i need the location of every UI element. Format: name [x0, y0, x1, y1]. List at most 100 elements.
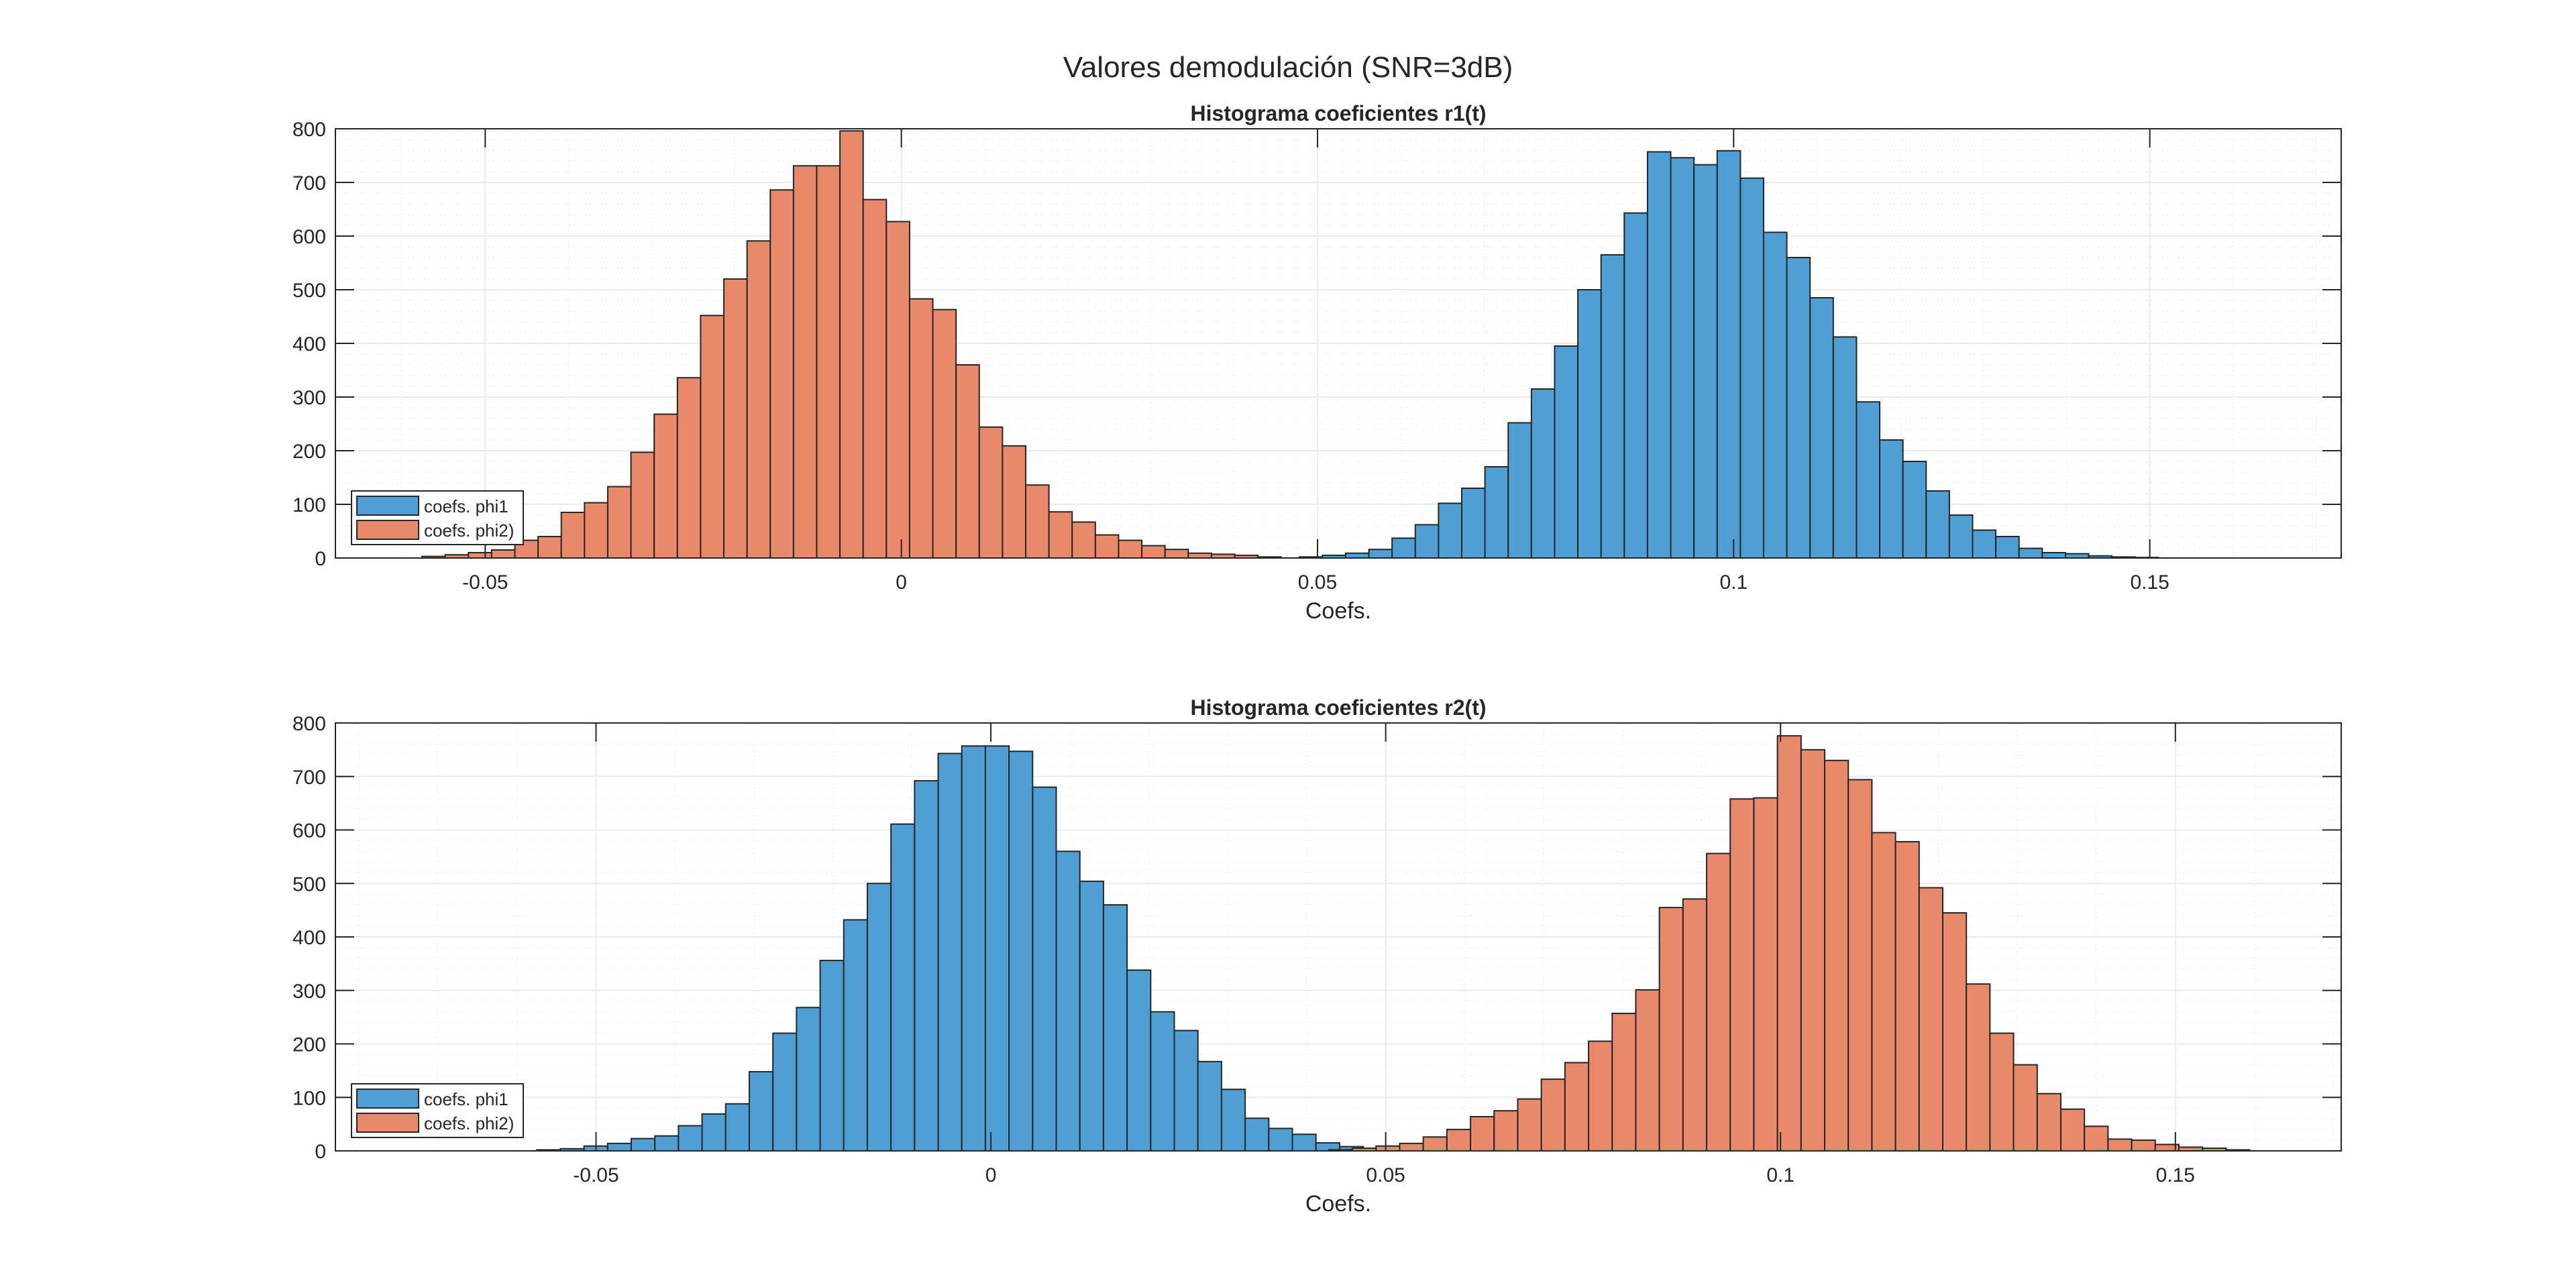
histogram-bar: [606, 486, 632, 559]
histogram-bar: [1375, 1145, 1401, 1152]
histogram-bar: [1564, 1062, 1590, 1152]
histogram-bar: [1809, 297, 1834, 559]
histogram-bar: [1164, 549, 1189, 559]
histogram-bar: [1530, 388, 1556, 559]
histogram-bar: [1600, 254, 1625, 559]
histogram-bar: [2107, 1138, 2133, 1152]
histogram-bar: [537, 536, 562, 559]
histogram-bar: [1344, 552, 1370, 559]
histogram-bar: [769, 189, 794, 559]
histogram-bar: [961, 745, 986, 1152]
x-tick-label: 0: [985, 1164, 997, 1186]
legend-label: coefs. phi2): [424, 1113, 514, 1133]
histogram-bar: [1399, 1142, 1424, 1152]
histogram-bar: [1470, 1115, 1495, 1152]
histogram-bar: [1008, 750, 1034, 1152]
histogram-bar: [1739, 177, 1764, 559]
legend-swatch: [356, 1089, 419, 1109]
histogram-bar: [1658, 907, 1684, 1152]
x-tick-label: 0.05: [1366, 1164, 1405, 1186]
y-tick-label: 600: [292, 820, 326, 842]
histogram-bar: [792, 165, 818, 559]
histogram-bar: [1918, 887, 1944, 1152]
histogram-bar: [701, 1113, 727, 1152]
histogram-bar: [1002, 445, 1027, 559]
histogram-bar: [653, 413, 678, 559]
x-axis-label: Coefs.: [1305, 1191, 1371, 1217]
histogram-bar: [1871, 832, 1896, 1152]
y-tick-label: 500: [292, 873, 326, 895]
histogram-bar: [1693, 164, 1718, 559]
histogram-bar: [746, 240, 771, 559]
figure-title: Valores demodulación (SNR=3dB): [1063, 51, 1513, 84]
x-tick-label: 0: [896, 571, 907, 594]
histogram-bar: [1800, 748, 1826, 1152]
histogram-bar: [1554, 345, 1579, 559]
histogram-bar: [908, 298, 934, 559]
histogram-bar: [1507, 422, 1532, 559]
y-tick-label: 200: [292, 1034, 326, 1056]
histogram-bar: [890, 823, 916, 1152]
histogram-bar: [2036, 1093, 2061, 1152]
histogram-bar: [1635, 989, 1660, 1152]
x-tick-label: 0.05: [1298, 571, 1337, 594]
chart-title: Histograma coeficientes r2(t): [1190, 695, 1486, 720]
y-tick-label: 300: [292, 981, 326, 1003]
histogram-bar: [1856, 401, 1881, 559]
histogram-bar: [1268, 1127, 1293, 1152]
legend-label: coefs. phi1: [424, 1089, 508, 1109]
histogram-bar: [2059, 1108, 2086, 1152]
histogram-bar: [1879, 439, 1904, 559]
legend-swatch: [356, 520, 419, 540]
histogram-bar: [1220, 1089, 1246, 1152]
x-tick-label: -0.05: [573, 1164, 619, 1186]
histogram-bar: [1611, 1013, 1637, 1152]
histogram-bar: [1902, 461, 1927, 559]
y-tick-label: 400: [292, 333, 326, 355]
histogram-bar: [978, 426, 1004, 559]
histogram-bar: [984, 745, 1010, 1152]
series-2: [421, 130, 1282, 559]
chart-title: Histograma coeficientes r1(t): [1190, 101, 1486, 125]
histogram-bar: [1025, 484, 1050, 559]
histogram-bar: [1540, 1078, 1566, 1152]
histogram-bar: [584, 502, 608, 559]
y-tick-label: 100: [292, 494, 326, 516]
histogram-bar: [1753, 797, 1778, 1152]
histogram-bar: [2012, 1064, 2038, 1152]
series-1: [536, 745, 1411, 1152]
histogram-bar: [2018, 547, 2043, 559]
chart-2: -0.05 0 0.05 0.1 0.15 0 100 200 300 400 500 600 700 8…: [292, 695, 2342, 1217]
legend-swatch: [356, 496, 419, 516]
histogram-bar: [866, 883, 892, 1152]
histogram-bar: [2131, 1139, 2156, 1152]
y-tick-label: 700: [292, 767, 326, 789]
histogram-bar: [1588, 1040, 1613, 1152]
histogram-bar: [1729, 798, 1755, 1152]
legend: coefs. phi1 coefs. phi2): [351, 1083, 524, 1138]
histogram-bar: [560, 512, 586, 559]
histogram-bar: [1150, 1011, 1175, 1152]
histogram-bar: [1460, 488, 1486, 559]
legend-label: coefs. phi2): [424, 520, 514, 541]
histogram-bar: [1948, 514, 1974, 559]
histogram-bar: [1832, 336, 1858, 559]
y-tick-label: 300: [292, 387, 326, 409]
x-axis-label: Coefs.: [1305, 598, 1371, 624]
histogram-bar: [1244, 1117, 1270, 1152]
y-tick-label: 700: [292, 172, 326, 194]
histogram-bar: [843, 919, 868, 1152]
histogram-bar: [932, 309, 957, 559]
histogram-bar: [490, 549, 516, 559]
y-tick-label: 0: [315, 548, 326, 570]
histogram-bar: [772, 1032, 798, 1152]
histogram-bar: [1055, 850, 1081, 1152]
histogram-bar: [1942, 912, 1968, 1152]
histogram-bar: [2084, 1125, 2109, 1152]
series-1: [1298, 150, 2159, 559]
histogram-bar: [885, 221, 910, 559]
histogram-bar: [1706, 852, 1731, 1152]
y-tick-label: 400: [292, 927, 326, 949]
histogram-bar: [1079, 881, 1104, 1152]
histogram-bar: [1118, 539, 1143, 559]
